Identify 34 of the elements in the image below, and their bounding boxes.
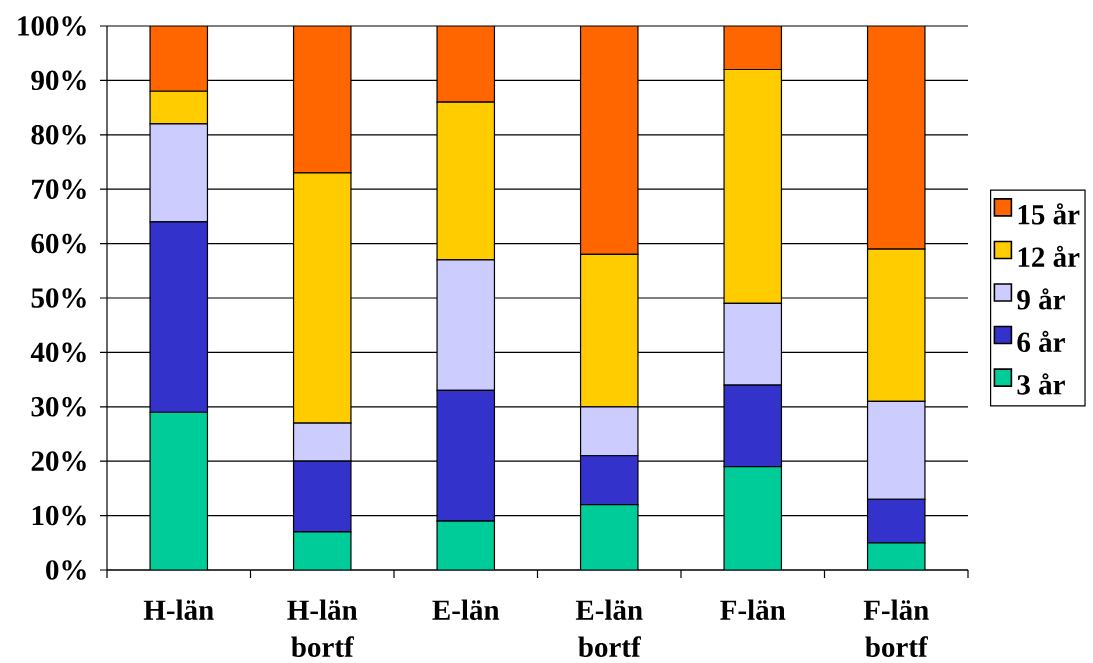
x-tick-label: E-län bortf (575, 599, 643, 657)
bar (723, 466, 783, 570)
bar (866, 542, 926, 570)
bar (292, 531, 352, 570)
bar (149, 25, 209, 92)
y-tick-label: 60% (31, 233, 86, 254)
bar (579, 25, 639, 256)
x-tick-label: F-län (720, 599, 786, 620)
legend-label: 6 år (1017, 330, 1065, 353)
legend-label: 3 år (1017, 373, 1065, 395)
y-tick-label: 80% (31, 124, 86, 145)
x-tick-label: H-län (143, 599, 214, 620)
bar (723, 25, 783, 71)
y-tick-label: 100% (18, 16, 86, 36)
x-tick-label: F-län bortf (863, 599, 929, 657)
legend-label: 15 år (1018, 203, 1080, 225)
bar (292, 25, 352, 174)
y-tick-label: 20% (31, 451, 86, 472)
y-tick-label: 50% (31, 288, 86, 308)
bar (436, 25, 496, 103)
legend-label: 9 år (1017, 288, 1065, 310)
bar (579, 504, 639, 570)
y-tick-label: 70% (32, 179, 86, 200)
bar (436, 520, 496, 570)
legend-label: 12 år (1018, 245, 1080, 267)
y-tick-label: 40% (30, 342, 86, 363)
bar (866, 25, 926, 250)
x-tick-label: H-län bortf (287, 599, 358, 657)
y-tick-label: 90% (31, 70, 86, 91)
y-tick-label: 10% (32, 505, 86, 526)
y-tick-label: 0% (46, 560, 86, 580)
x-tick-label: E-län (432, 599, 500, 620)
bar (149, 411, 209, 570)
y-tick-label: 30% (31, 396, 86, 417)
